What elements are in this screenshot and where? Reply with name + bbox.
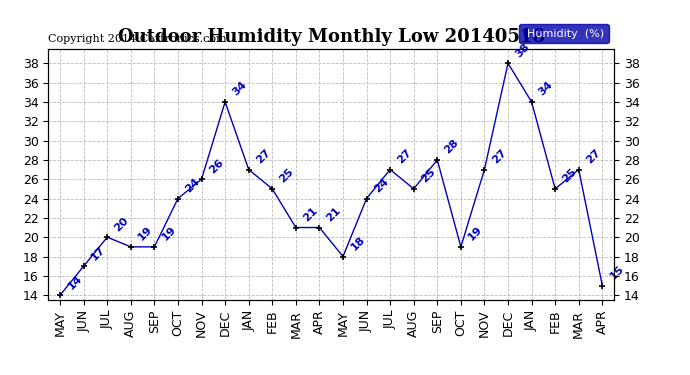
Text: 27: 27 <box>490 147 508 165</box>
Text: 24: 24 <box>372 176 391 194</box>
Text: 38: 38 <box>513 41 531 59</box>
Text: 34: 34 <box>537 80 555 98</box>
Text: 25: 25 <box>278 167 296 185</box>
Text: 18: 18 <box>348 234 366 252</box>
Text: 27: 27 <box>254 147 273 165</box>
Text: 19: 19 <box>160 225 178 243</box>
Text: 27: 27 <box>395 147 414 165</box>
Text: 21: 21 <box>325 206 343 224</box>
Text: 19: 19 <box>466 225 484 243</box>
Text: 25: 25 <box>420 167 437 185</box>
Legend: Humidity  (%): Humidity (%) <box>519 24 609 43</box>
Text: Copyright 2014 Cartronics.com: Copyright 2014 Cartronics.com <box>48 34 227 44</box>
Text: 21: 21 <box>302 206 319 224</box>
Title: Outdoor Humidity Monthly Low 20140518: Outdoor Humidity Monthly Low 20140518 <box>118 28 544 46</box>
Text: 20: 20 <box>112 215 130 233</box>
Text: 28: 28 <box>443 138 461 156</box>
Text: 15: 15 <box>608 263 626 281</box>
Text: 25: 25 <box>561 167 579 185</box>
Text: 26: 26 <box>207 157 225 175</box>
Text: 24: 24 <box>184 176 201 194</box>
Text: 14: 14 <box>66 273 83 291</box>
Text: 27: 27 <box>584 147 602 165</box>
Text: 34: 34 <box>230 80 248 98</box>
Text: 19: 19 <box>137 225 155 243</box>
Text: 17: 17 <box>89 244 107 262</box>
